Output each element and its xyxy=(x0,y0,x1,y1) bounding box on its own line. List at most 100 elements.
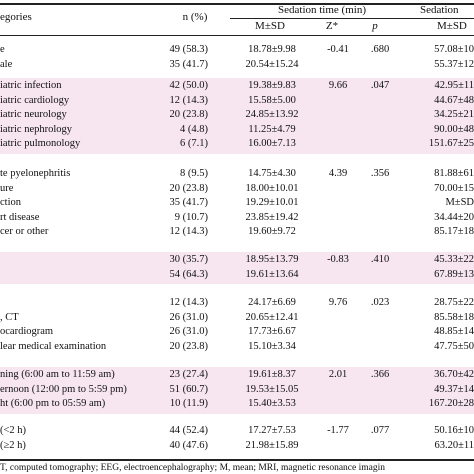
cell-right: 45.33±22 xyxy=(434,254,474,265)
header-msd: M±SD xyxy=(255,20,285,32)
cell-n: 26 (31.0) xyxy=(169,326,209,337)
cell-n: 12 (14.3) xyxy=(169,297,209,308)
cell-msd: 19.61±8.37 xyxy=(248,369,296,380)
cell-n: 51 (60.7) xyxy=(169,383,209,395)
cell-n: 9 (10.7) xyxy=(174,211,208,223)
cell-z: 4.39 xyxy=(328,168,348,179)
cell-right: 67.89±13 xyxy=(434,268,474,280)
cell-p: .410 xyxy=(370,254,390,265)
cell-label: ale xyxy=(0,58,13,70)
cell-n: 42 (50.0) xyxy=(169,80,209,91)
cell-label: iatric neurology xyxy=(0,109,67,120)
cell-n: 44 (52.4) xyxy=(169,425,209,436)
cell-msd: 20.54±15.24 xyxy=(245,58,299,70)
cell-label: iatric nephrology xyxy=(0,123,73,135)
cell-right: 34.44±20 xyxy=(434,211,474,223)
cell-msd: 16.00±7.13 xyxy=(248,138,296,149)
cell-msd: 15.58±5.00 xyxy=(248,94,296,106)
cell-n: 30 (35.7) xyxy=(169,254,209,265)
cell-n: 26 (31.0) xyxy=(169,311,209,323)
cell-right: 151.67±25 xyxy=(428,138,474,149)
cell-right: 47.75±50 xyxy=(434,340,474,352)
cell-label: ht (6:00 pm to 05:59 am) xyxy=(0,398,106,409)
cell-right: 50.16±10 xyxy=(434,425,474,436)
bottom-rule xyxy=(0,459,474,461)
header-z: Z* xyxy=(325,20,339,32)
cell-label: ning (6:00 am to 11:59 am) xyxy=(0,369,115,380)
cell-right: 57.08±10 xyxy=(434,44,474,55)
cell-z: -1.77 xyxy=(327,425,349,436)
group-band xyxy=(0,367,474,414)
cell-label: , CT xyxy=(0,311,19,323)
cell-right: 34.25±21 xyxy=(434,109,474,120)
cell-msd: 18.78±9.98 xyxy=(248,44,296,55)
header-sedation-time: Sedation time (min) xyxy=(278,4,366,16)
cell-right: 49.37±14 xyxy=(434,383,474,395)
cell-right: 85.58±18 xyxy=(434,311,474,323)
cell-right: 48.85±14 xyxy=(434,326,474,337)
cell-n: 35 (41.7) xyxy=(169,197,209,208)
cell-right: 90.00±48 xyxy=(434,123,474,135)
cell-label: (≥2 h) xyxy=(0,439,26,451)
cell-n: 8 (9.5) xyxy=(180,168,208,179)
cell-right: M±SD xyxy=(445,197,474,208)
cell-right: 85.17±18 xyxy=(434,226,474,237)
cell-msd: 18.95±13.79 xyxy=(245,254,299,265)
cell-msd: 15.40±3.53 xyxy=(248,398,296,409)
cell-n: 6 (7.1) xyxy=(180,138,208,149)
cell-msd: 21.98±15.89 xyxy=(245,439,299,451)
cell-n: 12 (14.3) xyxy=(169,94,209,106)
cell-right: 55.37±12 xyxy=(434,58,474,70)
cell-right: 42.95±11 xyxy=(434,80,474,91)
cell-msd: 11.25±4.79 xyxy=(248,123,296,135)
cell-msd: 24.85±13.92 xyxy=(245,109,299,120)
cell-right: 63.20±11 xyxy=(434,439,474,451)
cell-label: iatric cardiology xyxy=(0,94,70,106)
top-rule xyxy=(0,3,474,5)
header-msd-right: M±SD xyxy=(437,20,467,32)
cell-n: 49 (58.3) xyxy=(169,44,209,55)
cell-p: .680 xyxy=(370,44,390,55)
cell-n: 10 (11.9) xyxy=(169,398,208,409)
cell-right: 70.00±15 xyxy=(434,182,474,194)
cell-msd: 19.53±15.05 xyxy=(245,383,299,395)
cell-p: .356 xyxy=(370,168,390,179)
cell-msd: 15.10±3.34 xyxy=(248,340,296,352)
cell-label: (<2 h) xyxy=(0,425,27,436)
cell-right: 44.67±48 xyxy=(434,94,474,106)
header-p: p xyxy=(372,20,378,32)
header-n-pct: n (%) xyxy=(182,11,208,23)
cell-n: 23 (27.4) xyxy=(169,369,209,380)
cell-msd: 19.60±9.72 xyxy=(248,226,296,237)
cell-label: te pyelonephritis xyxy=(0,168,71,179)
cell-msd: 19.61±13.64 xyxy=(245,268,299,280)
cell-label: ction xyxy=(0,197,21,208)
cell-msd: 24.17±6.69 xyxy=(248,297,296,308)
cell-label: lear medical examination xyxy=(0,340,107,352)
cell-label: rt disease xyxy=(0,211,40,223)
cell-n: 4 (4.8) xyxy=(180,123,208,135)
header-sedation-right: Sedation xyxy=(420,4,459,16)
cell-msd: 17.73±6.67 xyxy=(248,326,296,337)
cell-label: cer or other xyxy=(0,226,49,237)
cell-label: ernoon (12:00 pm to 5:59 pm) xyxy=(0,383,127,395)
header-bottom-rule xyxy=(0,35,474,36)
cell-n: 12 (14.3) xyxy=(169,226,209,237)
cell-right: 28.75±22 xyxy=(434,297,474,308)
group-band xyxy=(0,78,474,154)
cell-n: 35 (41.7) xyxy=(169,58,209,70)
cell-n: 20 (23.8) xyxy=(169,109,209,120)
group-band xyxy=(0,252,474,284)
cell-right: 36.70±42 xyxy=(434,369,474,380)
header-categories: egories xyxy=(0,11,32,23)
cell-right: 167.20±28 xyxy=(428,398,474,409)
cell-label: ocardiogram xyxy=(0,326,54,337)
cell-z: 9.66 xyxy=(328,80,348,91)
cell-label: iatric infection xyxy=(0,80,62,91)
cell-p: .077 xyxy=(370,425,390,436)
cell-p: .366 xyxy=(370,369,390,380)
cell-z: -0.83 xyxy=(327,254,349,265)
cell-p: .047 xyxy=(370,80,390,91)
cell-label: iatric pulmonology xyxy=(0,138,81,149)
